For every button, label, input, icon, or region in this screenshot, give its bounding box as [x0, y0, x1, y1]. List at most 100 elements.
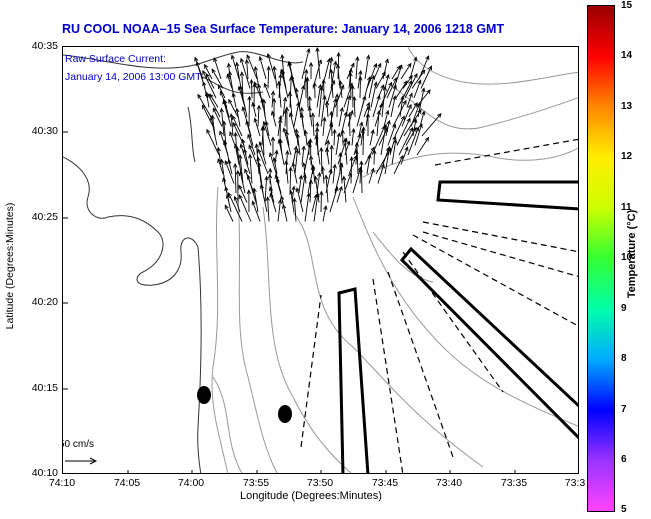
current-vector — [303, 143, 311, 175]
current-vector-head — [256, 156, 261, 162]
current-vector — [223, 121, 227, 146]
current-vector — [352, 166, 362, 194]
current-vector-head — [235, 146, 240, 152]
current-vector — [359, 168, 362, 184]
current-vector-head — [238, 194, 243, 200]
current-vector — [405, 127, 417, 146]
current-vector-head — [295, 187, 300, 193]
current-vector — [264, 83, 271, 99]
current-vector — [221, 108, 225, 137]
current-vector-head — [400, 115, 405, 121]
current-vector-head — [247, 95, 252, 101]
current-vector-head — [310, 165, 315, 171]
y-tick-label: 40:25 — [31, 211, 58, 223]
colorbar-tick: 11 — [621, 202, 632, 213]
current-vector-head — [353, 154, 358, 160]
current-vector-head — [278, 73, 283, 79]
current-vector — [356, 96, 366, 127]
current-vector-head — [339, 162, 344, 168]
current-vector-head — [206, 128, 211, 134]
current-vector — [322, 117, 326, 137]
current-vector — [285, 161, 289, 184]
current-vector — [247, 175, 257, 203]
current-vector-head — [428, 65, 432, 71]
current-vector-head — [351, 127, 356, 133]
current-vector-head — [284, 106, 290, 112]
current-vector-head — [315, 47, 320, 52]
current-vector-head — [207, 92, 212, 98]
current-vector-head — [249, 78, 254, 84]
current-vector — [301, 146, 305, 165]
current-vector — [277, 199, 281, 222]
current-vector — [322, 166, 325, 184]
current-vector-head — [383, 123, 388, 129]
current-vector — [243, 149, 249, 165]
current-vector-head — [276, 80, 282, 86]
current-vector-head — [355, 56, 360, 61]
current-vector-head — [248, 153, 253, 159]
current-vector-head — [323, 205, 328, 211]
current-vector-head — [256, 104, 262, 110]
current-vector-head — [241, 106, 246, 112]
current-vector-head — [321, 78, 326, 84]
current-vector — [338, 107, 343, 127]
current-vector — [412, 119, 417, 137]
y-tick-label: 40:20 — [31, 296, 58, 308]
current-vector — [202, 70, 217, 99]
current-vector-head — [348, 71, 353, 77]
current-vector — [393, 65, 403, 89]
current-vector-head — [308, 179, 313, 184]
current-vector-head — [252, 187, 257, 193]
current-vector — [312, 113, 315, 137]
current-vector-head — [233, 195, 238, 201]
current-vector-head — [370, 167, 375, 173]
current-vector-head — [293, 145, 298, 151]
current-vector — [202, 105, 214, 127]
current-vector-head — [376, 109, 381, 115]
current-vector — [387, 124, 396, 146]
current-vector-head — [349, 156, 354, 161]
current-vector — [421, 113, 442, 137]
x-tick-label: 74:05 — [113, 477, 141, 489]
current-vector-head — [277, 138, 282, 144]
current-vector-head — [222, 120, 227, 126]
current-vector-head — [227, 158, 232, 164]
current-vector — [348, 68, 352, 89]
current-vector-head — [211, 68, 216, 74]
current-vector — [246, 120, 254, 146]
current-vector — [420, 66, 432, 89]
current-vector — [355, 57, 358, 80]
current-vector — [413, 80, 421, 99]
current-vector-head — [262, 120, 267, 126]
current-vector-head — [291, 162, 296, 168]
current-vector-head — [235, 107, 240, 113]
current-vector-head — [329, 68, 334, 74]
current-vector-head — [302, 173, 307, 179]
current-vector — [246, 59, 249, 80]
current-vector-head — [277, 198, 283, 204]
scale-arrow — [65, 457, 98, 465]
current-vector-head — [310, 112, 316, 118]
current-vector-head — [413, 118, 418, 124]
current-vector-head — [244, 58, 250, 64]
current-vector — [240, 86, 248, 118]
current-vector-head — [257, 83, 262, 89]
current-vector-head — [404, 146, 409, 152]
current-vector-head — [219, 90, 224, 96]
current-vector — [231, 55, 240, 80]
current-vector-head — [260, 97, 265, 103]
current-vector-head — [204, 63, 209, 69]
current-vector-head — [279, 68, 285, 74]
y-tick-label: 40:35 — [31, 40, 58, 52]
current-vector-head — [289, 190, 294, 196]
current-vector-head — [313, 175, 318, 181]
current-vector — [309, 180, 312, 203]
current-vector-head — [332, 163, 337, 169]
current-vector — [252, 201, 261, 222]
current-vector-head — [280, 53, 285, 59]
current-vector — [282, 97, 286, 118]
colorbar-tick: 9 — [621, 303, 627, 314]
site-marker-north — [197, 386, 211, 404]
current-vector-head — [303, 68, 309, 74]
current-vector-head — [319, 146, 324, 152]
